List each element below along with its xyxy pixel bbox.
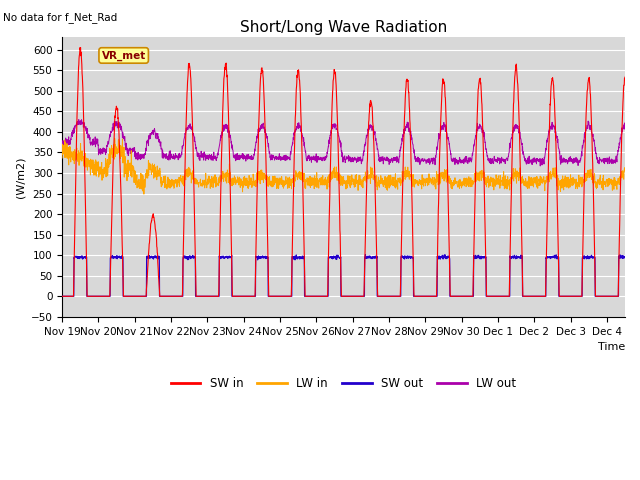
- Title: Short/Long Wave Radiation: Short/Long Wave Radiation: [240, 20, 447, 35]
- Text: No data for f_Net_Rad: No data for f_Net_Rad: [3, 12, 118, 23]
- Y-axis label: (W/m2): (W/m2): [15, 156, 25, 198]
- X-axis label: Time: Time: [598, 342, 625, 352]
- Legend: SW in, LW in, SW out, LW out: SW in, LW in, SW out, LW out: [166, 372, 521, 395]
- Text: VR_met: VR_met: [102, 50, 146, 60]
